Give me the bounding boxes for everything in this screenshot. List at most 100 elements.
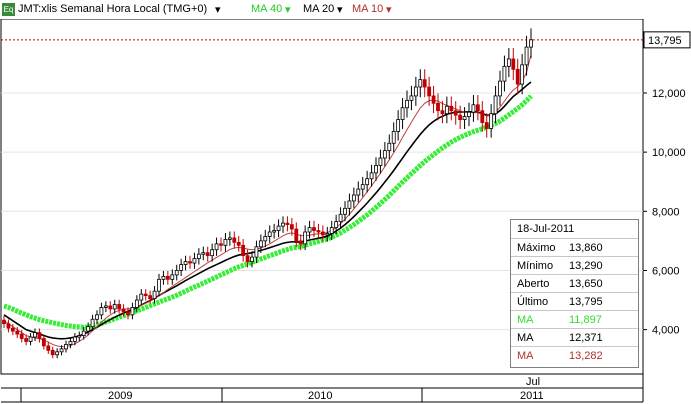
candle-body (484, 122, 489, 129)
info-row-open: Aberto 13,650 (511, 274, 638, 293)
info-date: 18-Jul-2011 (517, 223, 575, 235)
candle-body (272, 230, 277, 233)
equity-icon[interactable]: Eq (2, 3, 15, 16)
candle-body (374, 165, 378, 174)
data-info-box: 18-Jul-2011 Máximo 13,860 Mínimo 13,290 Ab… (510, 219, 639, 368)
candle-body (511, 58, 516, 70)
candle-body (157, 278, 161, 292)
candle-body (219, 243, 223, 246)
candle-body (6, 323, 11, 329)
candle-body (223, 238, 228, 246)
candle-body (369, 172, 374, 180)
candle-body (59, 348, 64, 353)
y-axis: 4,000 6,000 8,000 10,000 12,000 (643, 88, 686, 337)
info-label: MA (517, 314, 534, 326)
candle-body (117, 304, 122, 310)
candle-body (489, 113, 494, 129)
candle-body (205, 252, 210, 257)
x-tick-2011: 2011 (520, 390, 544, 402)
candle-body (529, 39, 533, 48)
candle-body (210, 249, 215, 257)
info-row-last: Último 13,795 (511, 292, 638, 311)
candle-body (24, 338, 29, 342)
candle-body (400, 107, 405, 120)
candle-body (41, 338, 46, 347)
candle-body (90, 318, 95, 328)
ma20-line (3, 81, 532, 340)
ma40-dropdown-icon[interactable]: ▾ (285, 4, 291, 16)
candle-body (325, 233, 330, 236)
candle-body (343, 207, 347, 215)
last-price-tag: 13,795 (643, 31, 691, 49)
candle-body (289, 224, 294, 230)
candle-body (201, 252, 206, 255)
candle-body (294, 228, 299, 242)
chart-header: Eq JMT:xlis Semanal Hora Local (TMG+0) ▾… (0, 0, 691, 19)
candle-body (15, 330, 20, 335)
info-value: 11,897 (569, 314, 602, 326)
y-tick-label: 12,000 (652, 88, 686, 100)
info-row-ma20: MA 12,371 (511, 328, 638, 347)
candle-body (427, 86, 432, 97)
candle-body (214, 243, 219, 251)
candle-body (312, 227, 316, 231)
candle-body (170, 274, 175, 280)
candle-body (453, 110, 458, 116)
ma40-legend[interactable]: MA 40 (251, 3, 283, 15)
info-label: MA (517, 332, 534, 344)
ma20-legend[interactable]: MA 20 (303, 3, 335, 15)
candle-body (108, 305, 113, 310)
candle-body (72, 336, 77, 342)
candle-body (258, 240, 263, 248)
info-row-ma40: MA 11,897 (511, 310, 638, 329)
ma10-legend[interactable]: MA 10 (352, 3, 384, 15)
candle-body (95, 314, 99, 320)
candle-body (165, 275, 170, 280)
last-price-label: 13,795 (648, 35, 682, 47)
candle-body (356, 188, 361, 196)
candle-body (493, 95, 498, 115)
symbol-title[interactable]: JMT:xlis Semanal Hora Local (TMG+0) (18, 3, 208, 15)
info-label: Mínimo (517, 260, 554, 272)
candle-body (422, 79, 427, 88)
candle-body (329, 227, 334, 234)
candle-body (10, 327, 15, 332)
candle-body (33, 332, 37, 338)
candle-body (183, 261, 188, 265)
candle-body (391, 131, 396, 144)
symbol-dropdown-icon[interactable]: ▾ (215, 4, 221, 16)
candle-body (134, 299, 139, 308)
candle-body (431, 95, 436, 104)
ma40-line (3, 94, 533, 330)
candle-body (475, 104, 480, 112)
candle-body (387, 142, 392, 152)
candle-body (480, 110, 485, 123)
candle-body (263, 236, 268, 242)
candle-body (413, 86, 418, 97)
ma10-dropdown-icon[interactable]: ▾ (386, 4, 392, 16)
info-value: 13,282 (569, 350, 603, 362)
candle-body (245, 255, 250, 262)
candle-body (316, 230, 321, 233)
candle-body (320, 231, 325, 236)
ma20-path (3, 81, 532, 340)
info-label: MA (517, 350, 534, 362)
candle-body (276, 225, 281, 231)
candle-body (130, 307, 135, 316)
candle-body (409, 95, 414, 101)
candle-body (46, 345, 51, 351)
candle-body (2, 319, 6, 325)
candle-body (506, 58, 511, 67)
info-label: Último (517, 296, 549, 308)
ma10-line (3, 54, 532, 348)
candle-body (232, 237, 237, 243)
candle-body (241, 244, 246, 257)
ma20-dropdown-icon[interactable]: ▾ (337, 4, 343, 16)
candle-body (50, 349, 55, 356)
candle-body (139, 293, 144, 301)
info-label: Aberto (517, 278, 550, 290)
candle-body (436, 102, 440, 112)
candle-body (19, 333, 24, 339)
y-tick-label: 6,000 (652, 265, 680, 277)
